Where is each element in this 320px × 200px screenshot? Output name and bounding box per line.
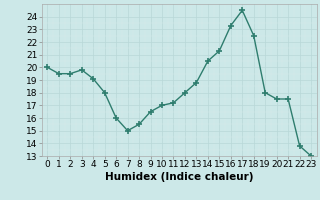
- X-axis label: Humidex (Indice chaleur): Humidex (Indice chaleur): [105, 172, 253, 182]
